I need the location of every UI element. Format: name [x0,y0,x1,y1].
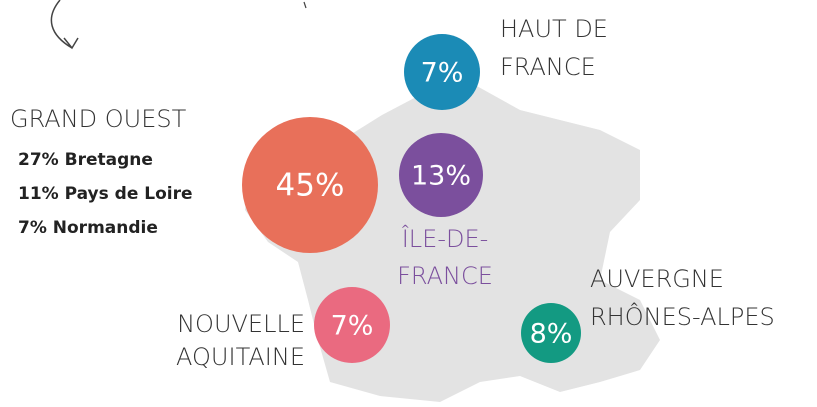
region-bubble [521,303,581,363]
region-name: FRANCE [397,262,493,290]
region-value: 7% [331,311,374,342]
region-value: 7% [421,58,464,89]
region-name: NOUVELLE [177,310,305,338]
region-name: HAUT DE [500,15,608,43]
region-detail: 7% Normandie [18,218,158,238]
region-name: AUVERGNE [590,265,724,293]
region-name: GRAND OUEST [10,105,187,133]
region-bubble [314,287,390,363]
region-bubble [399,133,483,217]
region-detail: 27% Bretagne [18,150,153,170]
region-name: ÎLE-DE- [402,224,489,253]
region-value: 45% [276,168,345,204]
region-value: 13% [411,161,471,192]
region-name: FRANCE [500,53,596,81]
region-name: AQUITAINE [176,343,305,371]
region-value: 8% [530,319,573,350]
decoration [303,1,307,9]
region-bubble [404,34,480,110]
arrow [50,0,79,50]
region-name: RHÔNES-ALPES [590,301,775,331]
region-detail: 11% Pays de Loire [18,184,193,204]
region-bubble [242,117,378,253]
